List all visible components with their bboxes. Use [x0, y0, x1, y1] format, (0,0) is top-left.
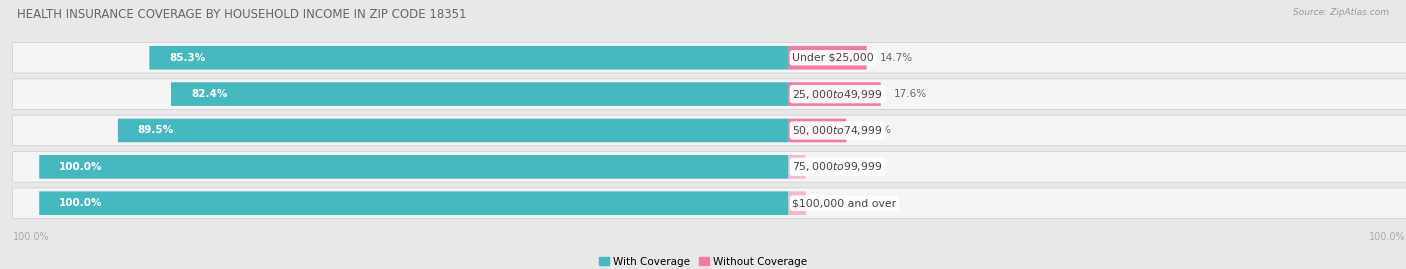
FancyBboxPatch shape [149, 46, 789, 70]
Text: 17.6%: 17.6% [894, 89, 927, 99]
FancyBboxPatch shape [13, 79, 1406, 109]
Text: 14.7%: 14.7% [880, 53, 912, 63]
FancyBboxPatch shape [789, 46, 866, 70]
FancyBboxPatch shape [789, 191, 806, 215]
FancyBboxPatch shape [789, 82, 880, 106]
Text: $50,000 to $74,999: $50,000 to $74,999 [793, 124, 883, 137]
Legend: With Coverage, Without Coverage: With Coverage, Without Coverage [599, 257, 807, 267]
FancyBboxPatch shape [39, 155, 789, 179]
Text: $100,000 and over: $100,000 and over [793, 198, 897, 208]
FancyBboxPatch shape [13, 115, 1406, 146]
Text: 0.0%: 0.0% [818, 162, 845, 172]
FancyBboxPatch shape [789, 155, 806, 179]
Text: 85.3%: 85.3% [169, 53, 205, 63]
Text: 100.0%: 100.0% [59, 162, 103, 172]
FancyBboxPatch shape [118, 119, 789, 142]
Text: 0.0%: 0.0% [818, 198, 845, 208]
Text: Source: ZipAtlas.com: Source: ZipAtlas.com [1294, 8, 1389, 17]
Text: 82.4%: 82.4% [191, 89, 228, 99]
FancyBboxPatch shape [13, 43, 1406, 73]
FancyBboxPatch shape [172, 82, 789, 106]
Text: 100.0%: 100.0% [59, 198, 103, 208]
Text: 89.5%: 89.5% [138, 125, 174, 136]
FancyBboxPatch shape [13, 151, 1406, 182]
Text: Under $25,000: Under $25,000 [793, 53, 875, 63]
Text: $25,000 to $49,999: $25,000 to $49,999 [793, 88, 883, 101]
Text: 100.0%: 100.0% [13, 232, 49, 242]
FancyBboxPatch shape [13, 188, 1406, 218]
FancyBboxPatch shape [789, 119, 846, 142]
Text: 10.5%: 10.5% [859, 125, 893, 136]
Text: HEALTH INSURANCE COVERAGE BY HOUSEHOLD INCOME IN ZIP CODE 18351: HEALTH INSURANCE COVERAGE BY HOUSEHOLD I… [17, 8, 467, 21]
FancyBboxPatch shape [39, 191, 789, 215]
Text: $75,000 to $99,999: $75,000 to $99,999 [793, 160, 883, 173]
Text: 100.0%: 100.0% [1369, 232, 1406, 242]
